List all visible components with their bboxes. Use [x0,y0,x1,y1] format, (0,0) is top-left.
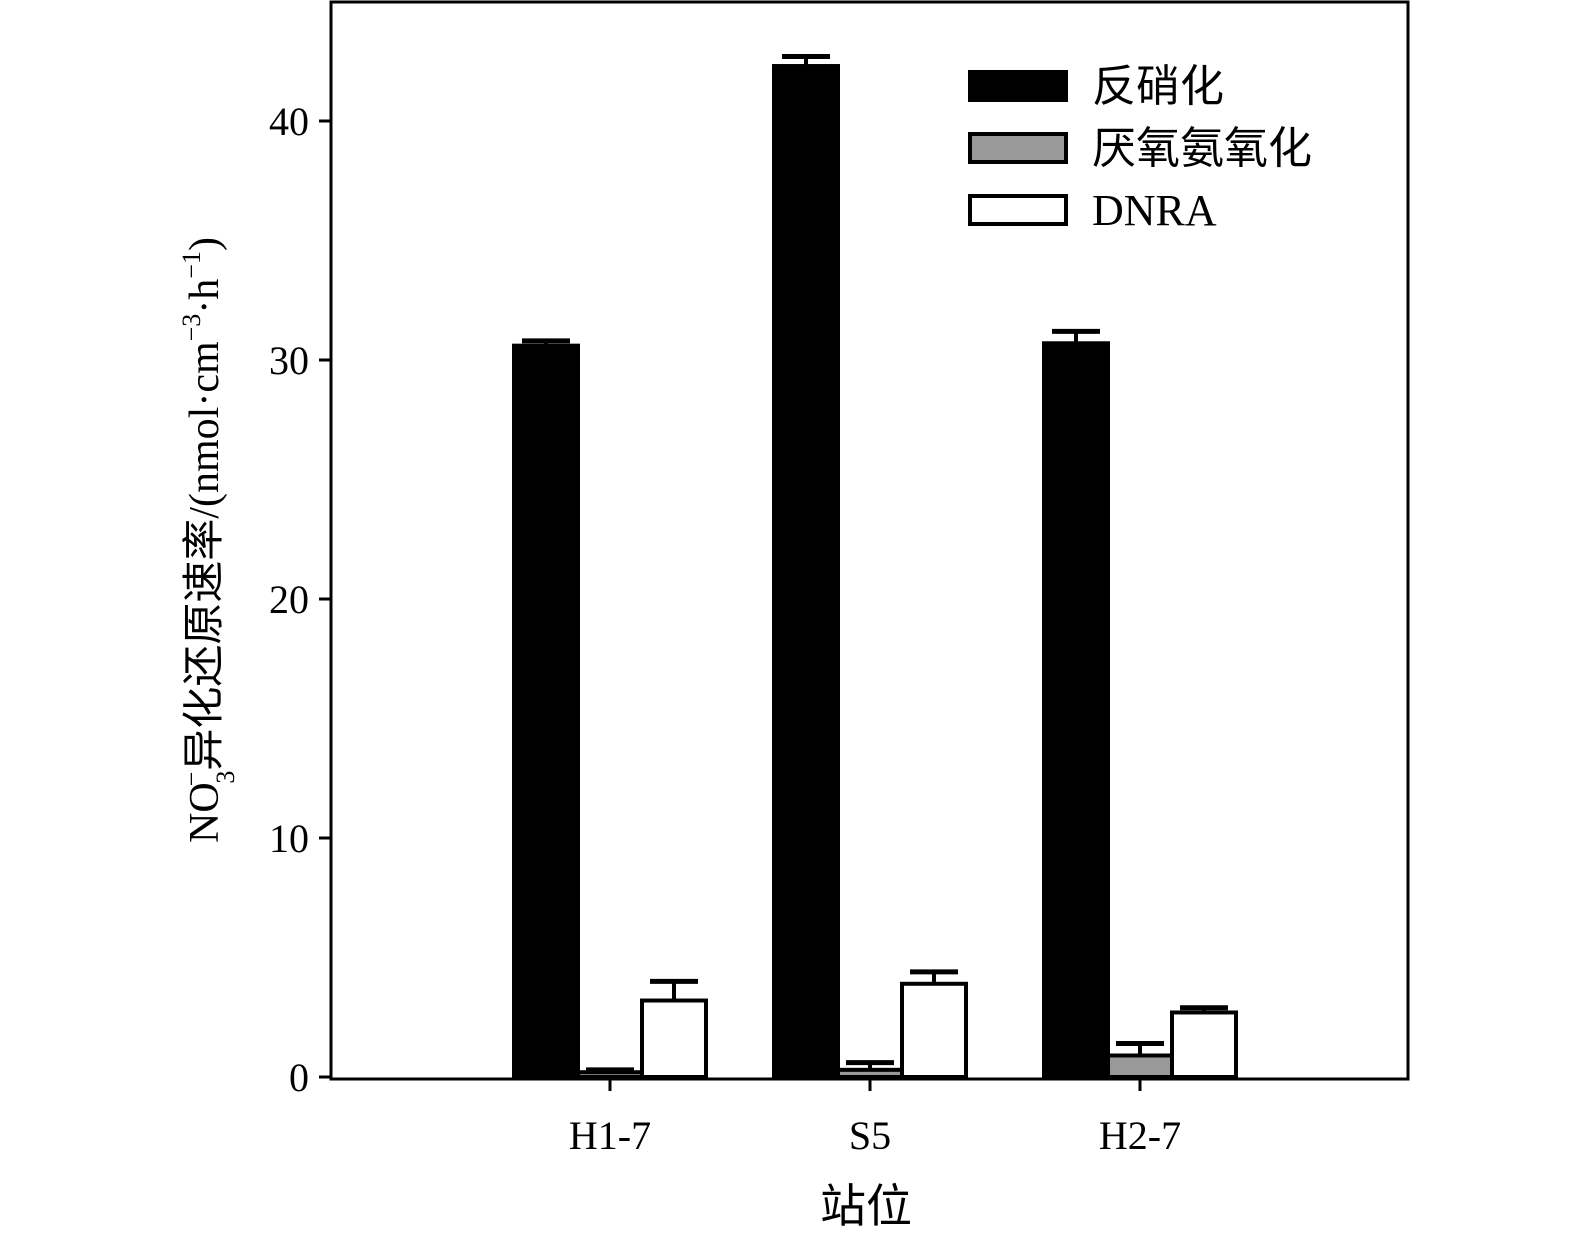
x-tick-label-2: H2-7 [1099,1113,1181,1158]
bar-2-2 [1170,1010,1238,1079]
y-tick-label-1: 10 [269,816,309,861]
y-label-sup2: −3 [177,314,206,342]
bar-2-0 [1042,341,1110,1079]
bar-2-1 [1106,1053,1174,1079]
bars [512,53,1238,1080]
y-label-mid: ·h [182,279,228,314]
y-label-sub: 3 [211,771,240,784]
x-tick-label-0: H1-7 [569,1113,651,1158]
x-tick-label-1: S5 [849,1113,891,1158]
y-tick-label-3: 30 [269,338,309,383]
legend-swatch-2 [968,194,1068,226]
y-tick-label-2: 20 [269,577,309,622]
bar-1-1 [836,1067,904,1079]
y-axis-label: NO− 3异化还原速率/(nmol·cm−3·h−1) [177,237,240,843]
y-label-sup3: −1 [177,251,206,279]
legend-swatch-1 [968,132,1068,164]
x-axis-label: 站位 [820,1181,912,1232]
legend-label-2: DNRA [1092,186,1217,235]
legend-label-1: 厌氧氨氧化 [1092,124,1312,173]
bar-0-1 [576,1070,644,1079]
y-axis: 0 10 20 30 40 [269,99,331,1100]
x-axis: H1-7 S5 H2-7 [569,1079,1181,1158]
legend-swatch-0 [968,70,1068,102]
bar-0-0 [512,343,580,1080]
bar-0-2 [640,998,708,1080]
y-label-end: ) [182,237,228,251]
legend-label-0: 反硝化 [1092,62,1224,111]
y-tick-label-4: 40 [269,99,309,144]
y-label-sup: − [177,772,206,787]
y-label-main: NO [182,782,228,843]
y-tick-label-0: 0 [289,1055,309,1100]
bar-1-0 [772,64,840,1079]
y-label-rest: 异化还原速率/(nmol·cm [181,341,228,771]
bar-1-2 [900,981,968,1079]
